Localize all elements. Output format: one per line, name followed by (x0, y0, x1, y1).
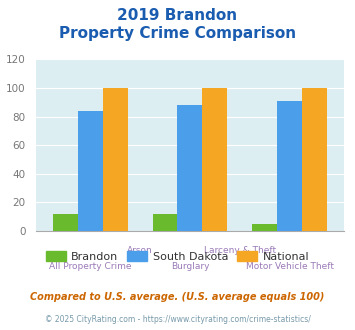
Text: Larceny & Theft: Larceny & Theft (204, 246, 276, 255)
Text: Property Crime Comparison: Property Crime Comparison (59, 26, 296, 41)
Text: Burglary: Burglary (171, 262, 209, 271)
Bar (153, 214, 178, 231)
Legend: Brandon, South Dakota, National: Brandon, South Dakota, National (41, 247, 314, 267)
Text: Compared to U.S. average. (U.S. average equals 100): Compared to U.S. average. (U.S. average … (30, 292, 325, 302)
Bar (302, 88, 327, 231)
Bar (53, 214, 78, 231)
Bar (178, 105, 202, 231)
Text: 2019 Brandon: 2019 Brandon (118, 8, 237, 23)
Text: All Property Crime: All Property Crime (49, 262, 132, 271)
Text: Arson: Arson (127, 246, 153, 255)
Bar (202, 88, 227, 231)
Text: Motor Vehicle Theft: Motor Vehicle Theft (246, 262, 334, 271)
Bar (103, 88, 128, 231)
Text: © 2025 CityRating.com - https://www.cityrating.com/crime-statistics/: © 2025 CityRating.com - https://www.city… (45, 315, 310, 324)
Bar (78, 111, 103, 231)
Bar (277, 101, 302, 231)
Bar (252, 224, 277, 231)
